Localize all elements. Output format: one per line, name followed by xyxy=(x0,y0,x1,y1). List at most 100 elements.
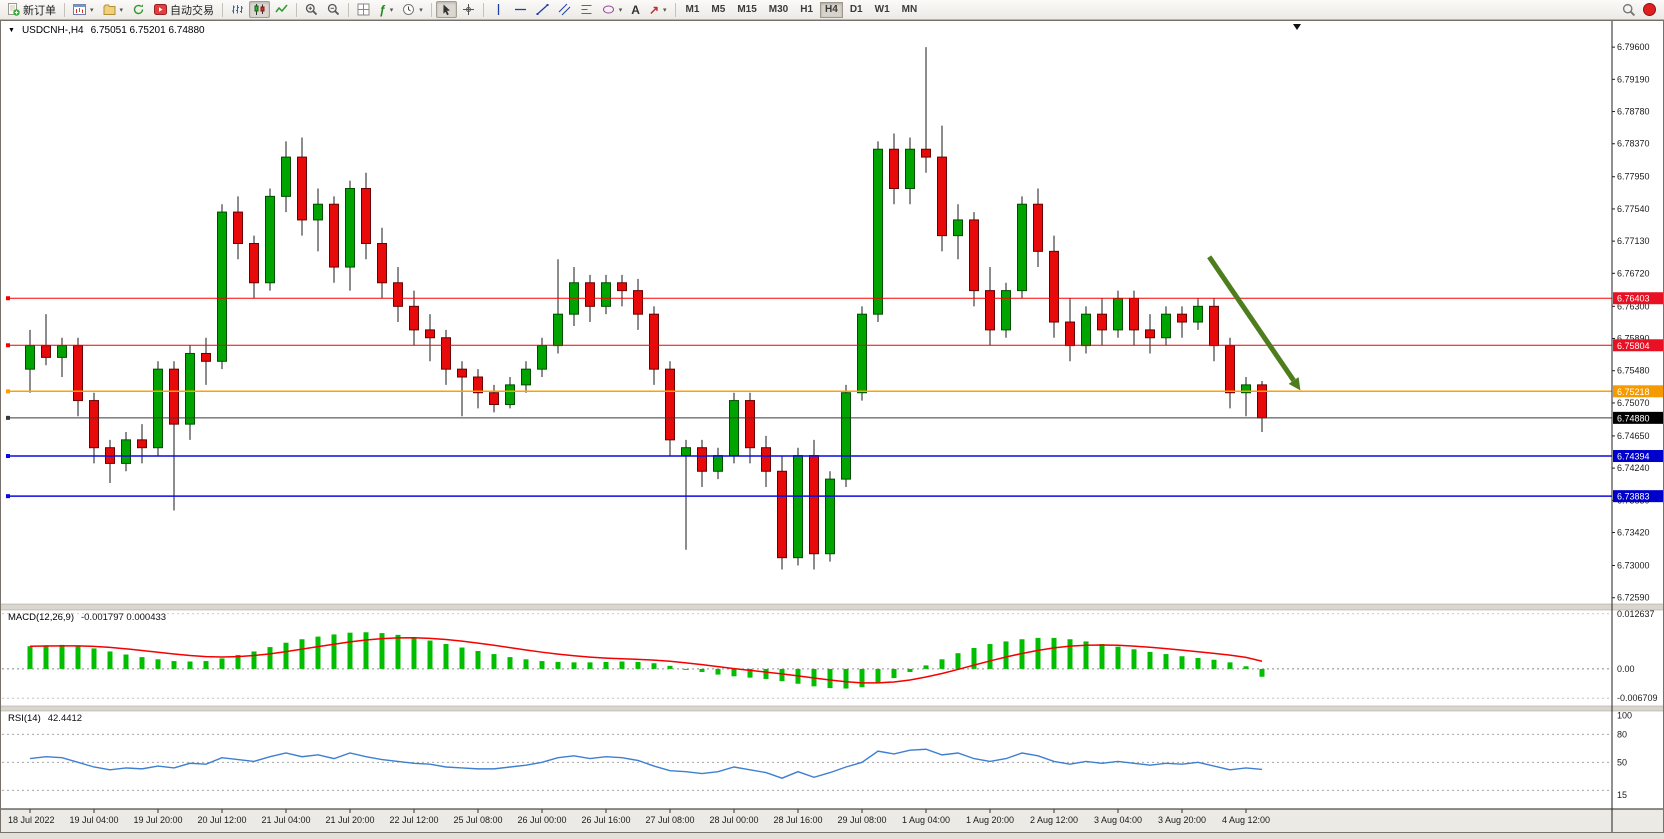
refresh-button[interactable] xyxy=(128,1,149,18)
toolbar-separator xyxy=(482,2,484,17)
svg-text:4 Aug 12:00: 4 Aug 12:00 xyxy=(1222,815,1270,825)
svg-text:6.75480: 6.75480 xyxy=(1617,366,1650,376)
period-button[interactable]: ▾ xyxy=(398,1,427,18)
svg-text:3 Aug 04:00: 3 Aug 04:00 xyxy=(1094,815,1142,825)
auto-trading-icon xyxy=(154,4,168,15)
dropdown-caret-icon: ▾ xyxy=(663,6,667,14)
tile-windows-icon xyxy=(357,3,370,16)
chart-quotes: 6.75051 6.75201 6.74880 xyxy=(90,25,205,36)
new-order-button[interactable]: 新订单 xyxy=(3,1,60,18)
svg-text:18 Jul 2022: 18 Jul 2022 xyxy=(8,815,55,825)
notification-badge[interactable] xyxy=(1643,3,1656,16)
trend-arrow-annotation[interactable] xyxy=(1207,255,1301,391)
svg-text:6.75890: 6.75890 xyxy=(1617,334,1650,344)
chart-shift-marker[interactable] xyxy=(1293,24,1301,30)
profiles-button[interactable]: ▾ xyxy=(99,1,128,18)
panel-splitter[interactable] xyxy=(0,705,1664,712)
svg-text:6.78780: 6.78780 xyxy=(1617,107,1650,117)
text-tool-button[interactable]: A xyxy=(627,1,644,18)
crosshair-tool-button[interactable] xyxy=(458,1,479,18)
svg-text:6.77950: 6.77950 xyxy=(1617,172,1650,182)
price-tag: 6.75218 xyxy=(1613,385,1663,398)
tile-windows-button[interactable] xyxy=(353,1,374,18)
timeframe-h4-button[interactable]: H4 xyxy=(820,1,843,18)
timeframe-m30-button[interactable]: M30 xyxy=(764,2,793,18)
svg-text:26 Jul 16:00: 26 Jul 16:00 xyxy=(581,815,630,825)
svg-text:19 Jul 04:00: 19 Jul 04:00 xyxy=(69,815,118,825)
svg-text:6.79600: 6.79600 xyxy=(1617,42,1650,52)
svg-text:6.75218: 6.75218 xyxy=(1617,387,1650,397)
svg-text:29 Jul 08:00: 29 Jul 08:00 xyxy=(837,815,886,825)
clock-icon xyxy=(403,4,415,15)
horizontal-level-lines[interactable] xyxy=(6,296,1612,499)
svg-text:6.75070: 6.75070 xyxy=(1617,398,1650,408)
auto-trading-button[interactable]: 自动交易 xyxy=(150,1,218,18)
svg-text:6.77540: 6.77540 xyxy=(1617,204,1650,214)
chart-header: ▼ USDCNH-,H4 6.75051 6.75201 6.74880 xyxy=(8,25,205,36)
candlestick-chart-button[interactable] xyxy=(249,1,271,18)
svg-text:6.74650: 6.74650 xyxy=(1617,431,1650,441)
new-chart-button[interactable]: ▾ xyxy=(69,1,98,18)
cursor-tool-button[interactable] xyxy=(435,1,457,18)
shapes-tool-button[interactable]: ▾ xyxy=(598,1,627,18)
chart-canvas[interactable]: 18 Jul 2022 19 Jul 04:00 19 Jul 20:00 20 Ju… xyxy=(0,20,1664,839)
indicators-icon: ƒ xyxy=(379,2,386,17)
collapse-icon[interactable]: ▼ xyxy=(8,27,15,34)
fibonacci-tool-button[interactable] xyxy=(576,1,597,18)
svg-text:15: 15 xyxy=(1617,790,1627,800)
trendline-tool-button[interactable] xyxy=(532,1,553,18)
svg-text:22 Jul 12:00: 22 Jul 12:00 xyxy=(389,815,438,825)
timeframe-m15-button[interactable]: M15 xyxy=(732,2,761,18)
toolbar-separator xyxy=(348,2,350,17)
price-axis[interactable]: 6.79600 6.79190 6.78780 6.78370 6.77950 6.775… xyxy=(1611,20,1663,832)
search-icon[interactable] xyxy=(1622,3,1636,17)
svg-text:6.76300: 6.76300 xyxy=(1617,301,1650,311)
horizontal-line-tool-button[interactable] xyxy=(510,1,531,18)
rsi-panel xyxy=(2,733,1612,791)
svg-text:21 Jul 04:00: 21 Jul 04:00 xyxy=(261,815,310,825)
svg-text:6.76720: 6.76720 xyxy=(1617,268,1650,278)
zoom-in-button[interactable] xyxy=(301,1,322,18)
bar-chart-button[interactable] xyxy=(227,1,248,18)
text-tool-icon: A xyxy=(631,2,640,17)
toolbar-separator xyxy=(674,2,676,17)
timeframe-m5-button[interactable]: M5 xyxy=(706,2,730,18)
svg-text:6.73420: 6.73420 xyxy=(1617,528,1650,538)
arrows-tool-button[interactable]: ↗ ▾ xyxy=(645,1,671,18)
svg-text:2 Aug 12:00: 2 Aug 12:00 xyxy=(1030,815,1078,825)
macd-header: MACD(12,26,9) -0.001797 0.000433 xyxy=(8,612,166,623)
svg-text:6.74394: 6.74394 xyxy=(1617,452,1650,462)
profiles-icon xyxy=(103,4,116,15)
timeframe-mn-button[interactable]: MN xyxy=(897,2,923,18)
refresh-icon xyxy=(133,4,144,15)
indicators-button[interactable]: ƒ ▾ xyxy=(375,1,397,18)
zoom-out-button[interactable] xyxy=(323,1,344,18)
zoom-out-icon xyxy=(327,3,340,16)
dropdown-caret-icon: ▾ xyxy=(90,6,94,14)
panel-splitter[interactable] xyxy=(0,603,1664,611)
price-tag: 6.75804 xyxy=(1613,339,1663,352)
svg-text:50: 50 xyxy=(1617,757,1627,767)
svg-text:6.79190: 6.79190 xyxy=(1617,74,1650,84)
timeframe-d1-button[interactable]: D1 xyxy=(845,2,868,18)
svg-text:100: 100 xyxy=(1617,711,1632,721)
svg-text:6.73000: 6.73000 xyxy=(1617,561,1650,571)
macd-values: -0.001797 0.000433 xyxy=(81,612,167,623)
rsi-label: RSI(14) xyxy=(8,713,41,724)
timeframe-m1-button[interactable]: M1 xyxy=(681,2,705,18)
svg-text:1 Aug 20:00: 1 Aug 20:00 xyxy=(966,815,1014,825)
line-chart-button[interactable] xyxy=(271,1,292,18)
channel-tool-button[interactable] xyxy=(554,1,575,18)
dropdown-caret-icon: ▾ xyxy=(119,6,124,14)
timeframe-h1-button[interactable]: H1 xyxy=(795,2,818,18)
crosshair-icon xyxy=(462,4,474,15)
vertical-line-tool-button[interactable] xyxy=(488,1,509,18)
time-axis[interactable]: 18 Jul 2022 19 Jul 04:00 19 Jul 20:00 20 Ju… xyxy=(0,808,1664,832)
timeframe-group: M1 M5 M15 M30 H1 H4 D1 W1 MN xyxy=(680,1,924,18)
price-tag: 6.73883 xyxy=(1613,490,1663,503)
toolbar-separator xyxy=(64,2,65,17)
rsi-header: RSI(14) 42.4412 xyxy=(8,713,82,724)
svg-text:6.78370: 6.78370 xyxy=(1617,139,1650,149)
timeframe-w1-button[interactable]: W1 xyxy=(870,2,895,18)
